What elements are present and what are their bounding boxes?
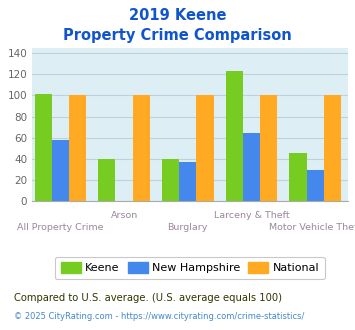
Text: Larceny & Theft: Larceny & Theft xyxy=(214,211,289,219)
Bar xyxy=(289,152,307,201)
Bar xyxy=(243,133,260,201)
Text: Motor Vehicle Theft: Motor Vehicle Theft xyxy=(269,223,355,232)
Bar xyxy=(133,95,150,201)
Bar xyxy=(179,162,196,201)
Bar xyxy=(196,95,214,201)
Text: Arson: Arson xyxy=(110,211,138,219)
Bar xyxy=(34,94,52,201)
Text: All Property Crime: All Property Crime xyxy=(17,223,104,232)
Text: Compared to U.S. average. (U.S. average equals 100): Compared to U.S. average. (U.S. average … xyxy=(14,293,282,303)
Bar xyxy=(226,71,243,201)
Text: 2019 Keene: 2019 Keene xyxy=(129,8,226,23)
Text: Property Crime Comparison: Property Crime Comparison xyxy=(63,28,292,43)
Bar xyxy=(98,159,115,201)
Bar xyxy=(52,140,69,201)
Text: Burglary: Burglary xyxy=(168,223,208,232)
Text: © 2025 CityRating.com - https://www.cityrating.com/crime-statistics/: © 2025 CityRating.com - https://www.city… xyxy=(14,312,305,321)
Bar xyxy=(307,170,324,201)
Bar xyxy=(324,95,341,201)
Bar xyxy=(69,95,86,201)
Bar xyxy=(162,159,179,201)
Bar xyxy=(260,95,277,201)
Legend: Keene, New Hampshire, National: Keene, New Hampshire, National xyxy=(55,257,324,279)
